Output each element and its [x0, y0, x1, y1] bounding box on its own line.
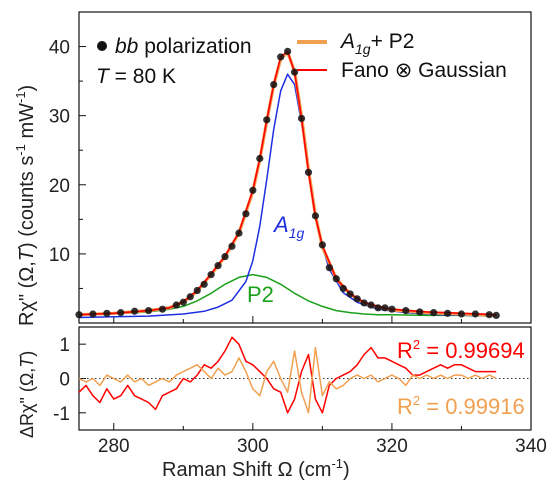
data-point: [318, 241, 326, 249]
p2-curve-label: P2: [247, 282, 274, 307]
data-point: [332, 275, 340, 283]
data-point: [249, 186, 257, 194]
data-point: [367, 301, 375, 309]
x-tick-label: 340: [515, 436, 547, 457]
data-point: [457, 310, 466, 318]
data-point: [235, 229, 243, 237]
data-point: [430, 309, 438, 317]
bottom-y-tick-label: 0: [59, 370, 70, 391]
data-point: [311, 212, 320, 220]
data-point: [443, 309, 452, 317]
data-point: [193, 286, 201, 295]
a1g-p2-residual-line: [78, 346, 497, 414]
fano-residual-line: [78, 336, 497, 414]
bottom-y-axis-label: ΔRχ" (Ω,T): [17, 351, 37, 438]
legend-a1g-p2-label: A1g+ P2: [339, 30, 414, 57]
data-point: [402, 306, 410, 315]
x-tick-label: 320: [376, 436, 408, 457]
a1g-plus-p2-curve: [78, 50, 497, 317]
data-point: [89, 310, 97, 318]
data-point: [360, 299, 368, 307]
top-plot-frame: [78, 11, 532, 324]
data-point: [144, 306, 153, 315]
data-point: [256, 154, 264, 163]
data-point: [75, 311, 83, 319]
data-point: [131, 307, 139, 315]
data-point: [304, 168, 313, 176]
fano-gaussian-curve: [78, 50, 497, 316]
data-point: [172, 301, 180, 309]
polarization-annotation: bb polarization: [115, 35, 252, 58]
top-y-tick-label: 10: [49, 245, 70, 266]
data-point: [221, 253, 229, 261]
x-tick-label: 280: [98, 436, 130, 457]
r2-a1g-p2-annotation: R2 = 0.99916: [397, 393, 525, 419]
r2-fano-annotation: R2 = 0.99694: [397, 337, 525, 363]
data-point: [353, 295, 361, 303]
data-point: [492, 311, 500, 319]
top-y-tick-label: 20: [49, 176, 70, 197]
a1g-curve-label: A1g: [272, 212, 304, 241]
x-axis-label: Raman Shift Ω (cm-1): [162, 456, 350, 481]
data-point: [103, 309, 111, 317]
data-point: [200, 280, 208, 288]
top-y-tick-label: 30: [49, 107, 70, 128]
data-point: [158, 305, 167, 313]
residual-panel: 280 300 320 340 -1 0 1: [53, 326, 547, 457]
top-panel: 10 20 30 40: [49, 11, 532, 324]
data-point: [179, 298, 187, 306]
data-point: [346, 290, 354, 298]
data-point: [471, 310, 479, 318]
data-point: [277, 53, 285, 61]
data-point: [228, 242, 236, 250]
data-point: [207, 271, 215, 279]
data-point: [388, 305, 396, 313]
data-point: [284, 47, 292, 55]
data-point: [485, 311, 493, 319]
x-tick-label: 300: [237, 436, 269, 457]
a1g-curve: [78, 73, 497, 319]
top-y-axis-label: Rχ" (Ω,T) (counts s-1 mW-1): [13, 85, 38, 326]
bottom-y-tick-label: -1: [53, 404, 70, 425]
bottom-y-tick-label: 1: [59, 335, 70, 356]
legend-fano-label: Fano ⊗ Gaussian: [341, 59, 507, 82]
data-point: [242, 210, 250, 218]
data-point: [416, 308, 424, 316]
data-marker-legend-icon: [97, 41, 107, 51]
data-point: [186, 293, 194, 301]
data-point: [381, 304, 389, 312]
data-point: [214, 262, 222, 270]
data-point: [297, 114, 306, 123]
data-point: [339, 284, 347, 293]
data-point: [325, 264, 333, 272]
top-y-tick-label: 40: [49, 38, 70, 59]
data-point: [374, 304, 382, 312]
data-point: [263, 116, 271, 124]
data-point: [117, 309, 125, 317]
data-point: [270, 80, 278, 89]
temperature-annotation: T = 80 K: [96, 65, 176, 88]
data-point: [290, 68, 299, 76]
